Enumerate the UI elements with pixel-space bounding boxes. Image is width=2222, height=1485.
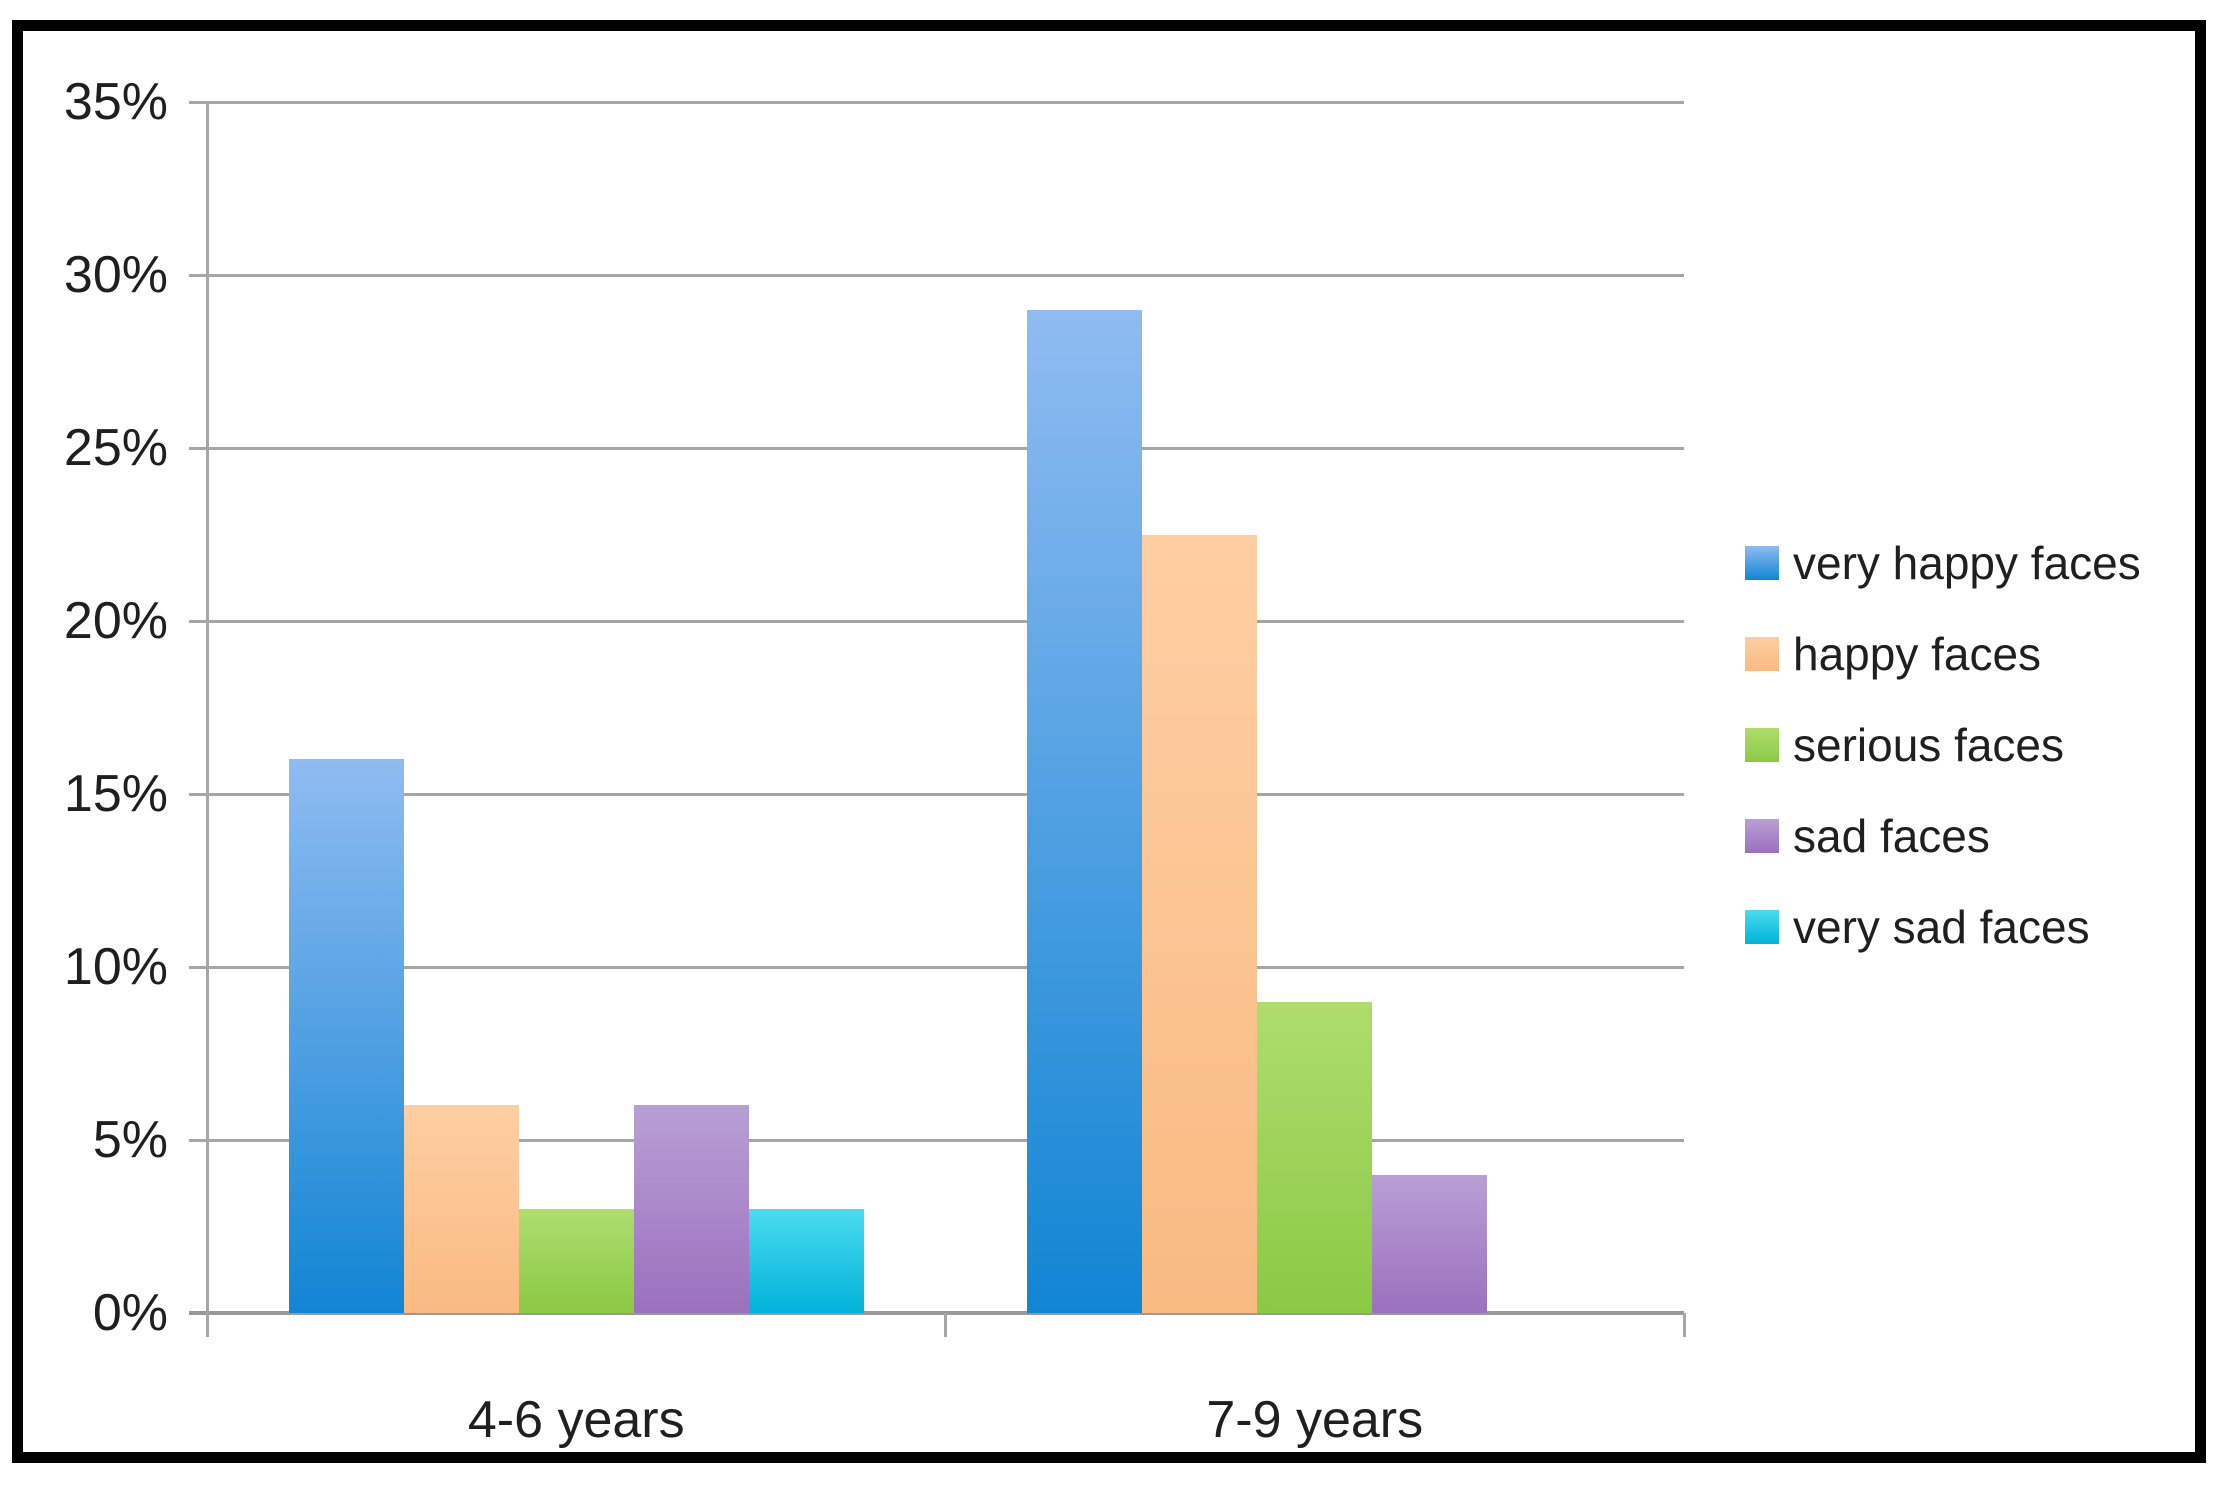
- category-boundary-tick: [944, 1313, 947, 1337]
- legend-label: serious faces: [1793, 718, 2065, 771]
- gridline: [189, 965, 1684, 969]
- x-axis-category-label: 7-9 years: [1206, 1391, 1424, 1449]
- bar-happy-faces-7-9-years: [1142, 534, 1258, 1313]
- legend-item-very-sad-faces: very sad faces: [1745, 881, 2141, 972]
- legend-item-happy-faces: happy faces: [1745, 608, 2141, 699]
- legend-item-very-happy-faces: very happy faces: [1745, 517, 2141, 608]
- bar-very-sad-faces-4-6-years: [748, 1209, 864, 1313]
- y-axis-tick-label: 15%: [63, 765, 168, 823]
- bar-happy-faces-4-6-years: [403, 1105, 519, 1313]
- bar-very-happy-faces-7-9-years: [1027, 309, 1143, 1313]
- y-axis-tick-label: 0%: [92, 1284, 168, 1342]
- chart-border-frame: [12, 20, 2206, 1463]
- bar-serious-faces-7-9-years: [1257, 1001, 1373, 1313]
- legend-label: very happy faces: [1793, 536, 2141, 589]
- bar-serious-faces-4-6-years: [518, 1209, 634, 1313]
- y-axis-tick-label: 5%: [92, 1111, 168, 1169]
- y-axis-tick-label: 30%: [63, 246, 168, 304]
- y-axis-tick-label: 35%: [63, 73, 168, 131]
- bar-sad-faces-7-9-years: [1372, 1174, 1488, 1313]
- y-axis-line: [205, 102, 209, 1337]
- legend-swatch-icon: [1745, 545, 1779, 580]
- legend-label: sad faces: [1793, 809, 1990, 862]
- gridline: [189, 792, 1684, 796]
- gridline: [189, 273, 1684, 277]
- gridline: [189, 100, 1684, 104]
- y-axis-tick-label: 10%: [63, 938, 168, 996]
- legend-swatch-icon: [1745, 727, 1779, 762]
- legend-swatch-icon: [1745, 818, 1779, 853]
- legend-label: happy faces: [1793, 627, 2042, 680]
- legend-item-sad-faces: sad faces: [1745, 790, 2141, 881]
- y-axis-tick-label: 20%: [63, 592, 168, 650]
- legend-item-serious-faces: serious faces: [1745, 699, 2141, 790]
- legend-swatch-icon: [1745, 909, 1779, 944]
- x-axis-category-label: 4-6 years: [467, 1391, 685, 1449]
- legend-label: very sad faces: [1793, 900, 2090, 953]
- x-axis-line: [189, 1311, 1684, 1315]
- gridline: [189, 446, 1684, 450]
- y-axis-tick-label: 25%: [63, 419, 168, 477]
- gridline: [189, 619, 1684, 623]
- category-boundary-tick: [1682, 1313, 1686, 1337]
- chart-legend: very happy faces happy faces serious faces…: [1745, 517, 2141, 972]
- legend-swatch-icon: [1745, 636, 1779, 671]
- bar-sad-faces-4-6-years: [633, 1105, 749, 1313]
- bar-very-happy-faces-4-6-years: [288, 759, 404, 1313]
- gridline: [189, 1138, 1684, 1142]
